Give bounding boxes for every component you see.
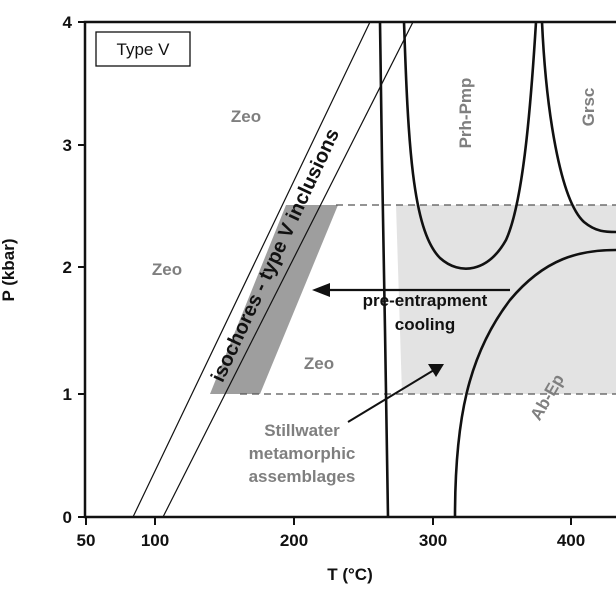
x-axis-title: T (°C) <box>327 565 373 584</box>
cooling-label-line1: pre-entrapment <box>363 291 488 310</box>
y-tick-label-4: 4 <box>63 13 73 32</box>
legend-label: Type V <box>117 40 171 59</box>
x-tick-label-100: 100 <box>141 531 169 550</box>
field-label-zeo-top: Zeo <box>231 107 261 126</box>
stillwater-arrow-line <box>348 370 434 422</box>
y-tick-label-1: 1 <box>63 385 72 404</box>
field-label-zeo-low: Zeo <box>304 354 334 373</box>
y-tick-label-3: 3 <box>63 136 72 155</box>
x-tick-label-50: 50 <box>77 531 96 550</box>
cooling-label-line2: cooling <box>395 315 455 334</box>
x-tick-label-200: 200 <box>280 531 308 550</box>
field-label-prh-pmp: Prh-Pmp <box>456 78 475 149</box>
stillwater-label-line3: assemblages <box>249 467 356 486</box>
stillwater-label-line2: metamorphic <box>249 444 356 463</box>
stillwater-label-line1: Stillwater <box>264 421 340 440</box>
isochore-line-right <box>163 22 413 517</box>
y-axis-title: P (kbar) <box>0 239 18 302</box>
cooling-arrow-head <box>312 283 330 297</box>
y-tick-label-2: 2 <box>63 258 72 277</box>
y-tick-label-0: 0 <box>63 508 72 527</box>
x-tick-label-300: 300 <box>419 531 447 550</box>
reaction-curve-zeo-boundary <box>380 22 388 517</box>
field-label-zeo-mid: Zeo <box>152 260 182 279</box>
x-tick-label-400: 400 <box>557 531 585 550</box>
field-label-grsc: Grsc <box>579 88 598 127</box>
